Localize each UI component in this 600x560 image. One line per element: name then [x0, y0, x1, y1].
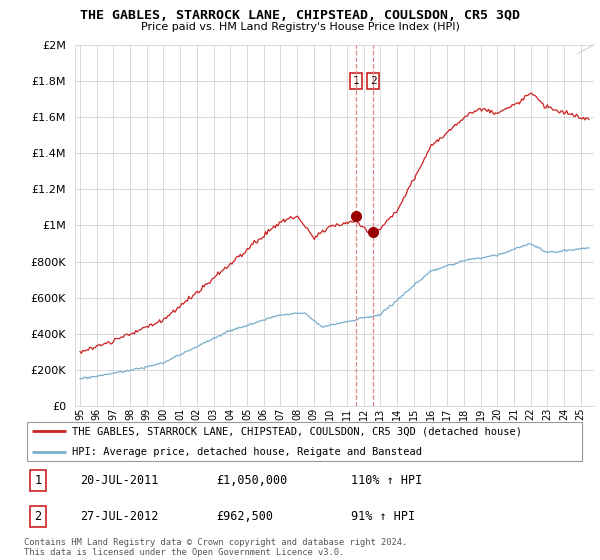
FancyBboxPatch shape [27, 422, 583, 461]
Text: THE GABLES, STARROCK LANE, CHIPSTEAD, COULSDON, CR5 3QD: THE GABLES, STARROCK LANE, CHIPSTEAD, CO… [80, 9, 520, 22]
Text: £1,050,000: £1,050,000 [216, 474, 287, 487]
Text: 2: 2 [35, 510, 41, 523]
Text: HPI: Average price, detached house, Reigate and Banstead: HPI: Average price, detached house, Reig… [72, 447, 422, 458]
Text: 2: 2 [370, 76, 377, 86]
Text: Price paid vs. HM Land Registry's House Price Index (HPI): Price paid vs. HM Land Registry's House … [140, 22, 460, 32]
Text: £962,500: £962,500 [216, 510, 273, 523]
Text: 1: 1 [35, 474, 41, 487]
Text: 27-JUL-2012: 27-JUL-2012 [80, 510, 159, 523]
Text: 91% ↑ HPI: 91% ↑ HPI [351, 510, 415, 523]
Text: 110% ↑ HPI: 110% ↑ HPI [351, 474, 422, 487]
Text: 1: 1 [353, 76, 359, 86]
Text: THE GABLES, STARROCK LANE, CHIPSTEAD, COULSDON, CR5 3QD (detached house): THE GABLES, STARROCK LANE, CHIPSTEAD, CO… [72, 426, 522, 436]
Text: Contains HM Land Registry data © Crown copyright and database right 2024.
This d: Contains HM Land Registry data © Crown c… [24, 538, 407, 557]
Text: 20-JUL-2011: 20-JUL-2011 [80, 474, 159, 487]
